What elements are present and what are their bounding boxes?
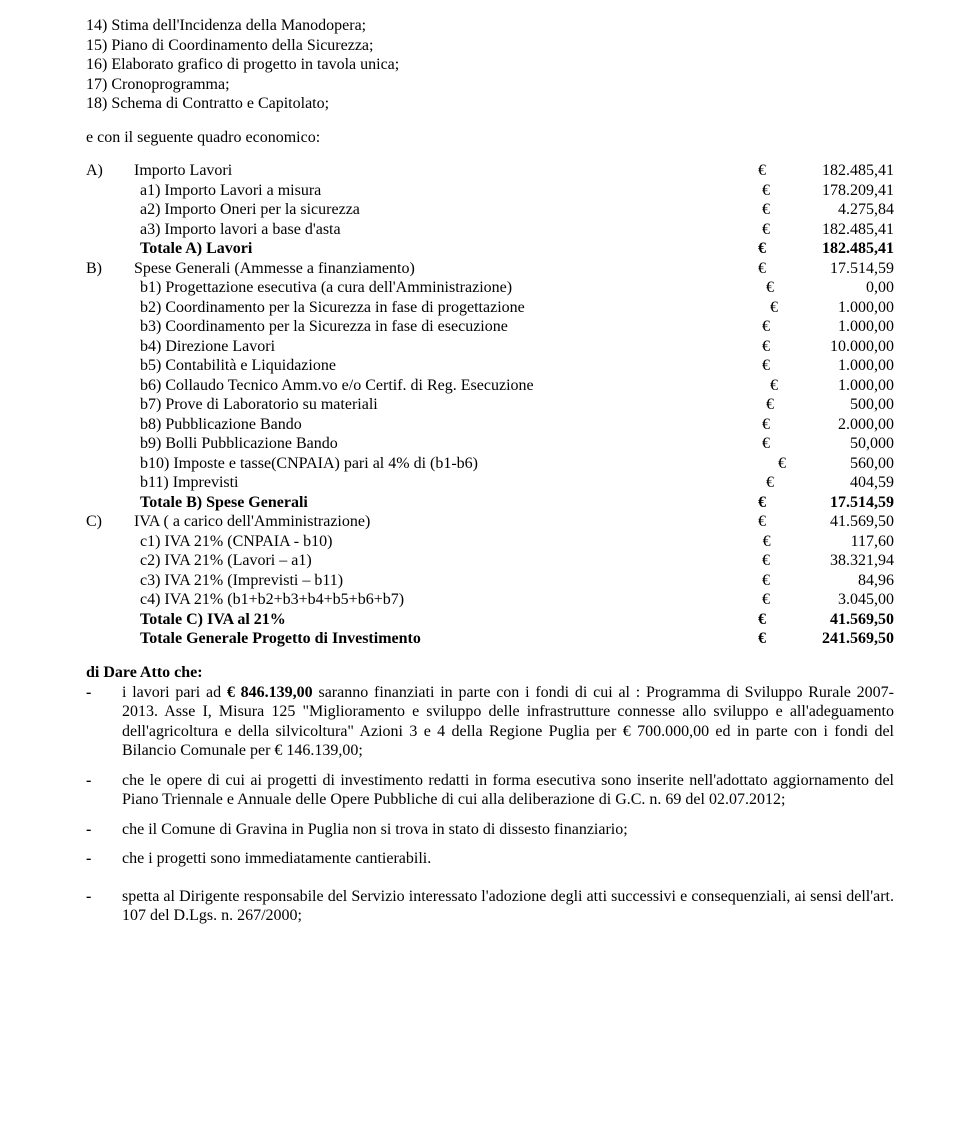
a-row: a3) Importo lavori a base d'asta [140, 220, 762, 240]
b-row: b9) Bolli Pubblicazione Bando [140, 434, 762, 454]
b-val: € 1.000,00 [770, 376, 894, 396]
a-total: Totale A) Lavori [140, 239, 758, 259]
c-row: c2) IVA 21% (Lavori – a1) [140, 551, 762, 571]
b-row: b4) Direzione Lavori [140, 337, 762, 357]
c-total-1: Totale C) IVA al 21% [140, 610, 758, 630]
b-row: b5) Contabilità e Liquidazione [140, 356, 762, 376]
b-val: € 560,00 [778, 454, 894, 474]
section-a-head-val: € 182.485,41 [758, 161, 894, 181]
dare-item-4: che i progetti sono immediatamente canti… [122, 849, 894, 869]
dash-bullet: - [86, 820, 122, 840]
dare-atto-heading: di Dare Atto che: [86, 663, 894, 683]
b-val: € 50,000 [762, 434, 894, 454]
dash-bullet: - [86, 683, 122, 761]
b-total-val: € 17.514,59 [758, 493, 894, 513]
dash-bullet: - [86, 849, 122, 869]
b-val: € 0,00 [766, 278, 894, 298]
intro-item: 16) Elaborato grafico di progetto in tav… [86, 55, 894, 75]
b-total: Totale B) Spese Generali [140, 493, 758, 513]
section-a-head: A) Importo Lavori [86, 161, 758, 181]
c-row: c4) IVA 21% (b1+b2+b3+b4+b5+b6+b7) [140, 590, 762, 610]
b-val: € 1.000,00 [770, 298, 894, 318]
dare-item-5: spetta al Dirigente responsabile del Ser… [122, 887, 894, 926]
b-val: € 2.000,00 [762, 415, 894, 435]
c-total-1-val: € 41.569,50 [758, 610, 894, 630]
b-val: € 500,00 [766, 395, 894, 415]
a-row: a2) Importo Oneri per la sicurezza [140, 200, 762, 220]
c-val: € 84,96 [762, 571, 894, 591]
b-row: b6) Collaudo Tecnico Amm.vo e/o Certif. … [140, 376, 770, 396]
b-val: € 404,59 [766, 473, 894, 493]
document-page: 14) Stima dell'Incidenza della Manodoper… [0, 0, 960, 1139]
b-row: b1) Progettazione esecutiva (a cura dell… [140, 278, 766, 298]
b-val: € 10.000,00 [762, 337, 894, 357]
b-val: € 1.000,00 [762, 317, 894, 337]
c-val: € 117,60 [763, 532, 894, 552]
a-val: € 4.275,84 [762, 200, 894, 220]
c-val: € 3.045,00 [762, 590, 894, 610]
b-row: b7) Prove di Laboratorio su materiali [140, 395, 766, 415]
a-val: € 178.209,41 [762, 181, 894, 201]
section-c-head: C) IVA ( a carico dell'Amministrazione) [86, 512, 758, 532]
b-row: b3) Coordinamento per la Sicurezza in fa… [140, 317, 762, 337]
b-row: b2) Coordinamento per la Sicurezza in fa… [140, 298, 770, 318]
c-total-2: Totale Generale Progetto di Investimento [140, 629, 758, 649]
a-total-val: € 182.485,41 [758, 239, 894, 259]
b-val: € 1.000,00 [762, 356, 894, 376]
c-row: c3) IVA 21% (Imprevisti – b11) [140, 571, 762, 591]
a-val: € 182.485,41 [762, 220, 894, 240]
dare-item-1: i lavori pari ad € 846.139,00 saranno fi… [122, 683, 894, 761]
c-val: € 38.321,94 [762, 551, 894, 571]
b-row: b8) Pubblicazione Bando [140, 415, 762, 435]
intro-list: 14) Stima dell'Incidenza della Manodoper… [86, 16, 894, 114]
section-b-head-val: € 17.514,59 [758, 259, 894, 279]
dare-item-3: che il Comune di Gravina in Puglia non s… [122, 820, 894, 840]
dare-item-2: che le opere di cui ai progetti di inves… [122, 771, 894, 810]
intro-item: 17) Cronoprogramma; [86, 75, 894, 95]
dash-bullet: - [86, 771, 122, 810]
c-total-2-val: € 241.569,50 [758, 629, 894, 649]
c-row: c1) IVA 21% (CNPAIA - b10) [140, 532, 763, 552]
intro-item: 14) Stima dell'Incidenza della Manodoper… [86, 16, 894, 36]
intro-item: 18) Schema di Contratto e Capitolato; [86, 94, 894, 114]
dash-bullet: - [86, 887, 122, 926]
a-row: a1) Importo Lavori a misura [140, 181, 762, 201]
b-row: b11) Imprevisti [140, 473, 766, 493]
section-b-head: B) Spese Generali (Ammesse a finanziamen… [86, 259, 758, 279]
intro-tail: e con il seguente quadro economico: [86, 128, 894, 148]
b-row: b10) Imposte e tasse(CNPAIA) pari al 4% … [140, 454, 778, 474]
section-c-head-val: € 41.569,50 [758, 512, 894, 532]
intro-item: 15) Piano di Coordinamento della Sicurez… [86, 36, 894, 56]
